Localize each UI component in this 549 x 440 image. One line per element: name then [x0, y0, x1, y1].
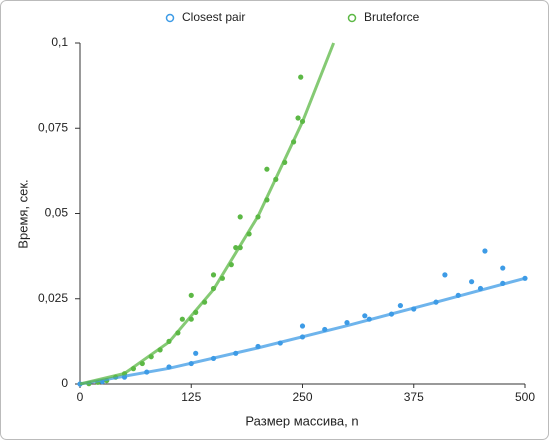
point: [500, 265, 506, 271]
y-tick-label: 0: [61, 376, 68, 390]
point: [264, 166, 270, 172]
point: [295, 115, 301, 121]
legend-swatch: [165, 13, 175, 23]
legend-label: Closest pair: [182, 10, 245, 24]
y-tick-label: 0,075: [38, 120, 68, 134]
point: [237, 214, 243, 220]
x-tick-label: 125: [181, 390, 201, 404]
point: [299, 323, 306, 329]
trendline: [79, 42, 336, 386]
legend-label: Bruteforce: [364, 10, 420, 24]
y-tick-label: 0,025: [38, 291, 68, 305]
y-tick-label: 0,05: [45, 206, 69, 220]
point: [469, 279, 475, 285]
point: [442, 272, 448, 278]
y-tick-label: 0,1: [51, 35, 68, 49]
point: [193, 350, 199, 356]
x-tick-label: 250: [292, 390, 312, 404]
trendline: [79, 276, 526, 386]
point: [188, 292, 194, 298]
point: [397, 302, 403, 309]
x-tick-label: 0: [77, 390, 84, 404]
point: [298, 74, 304, 80]
point: [362, 313, 368, 319]
legend-swatch: [347, 13, 357, 23]
point: [179, 316, 185, 322]
point: [210, 272, 217, 278]
x-tick-label: 500: [515, 390, 535, 404]
y-axis-label: Время, сек.: [15, 179, 30, 248]
point: [482, 248, 488, 254]
x-axis-label: Размер массива, n: [245, 413, 358, 428]
x-tick-label: 375: [404, 390, 424, 404]
